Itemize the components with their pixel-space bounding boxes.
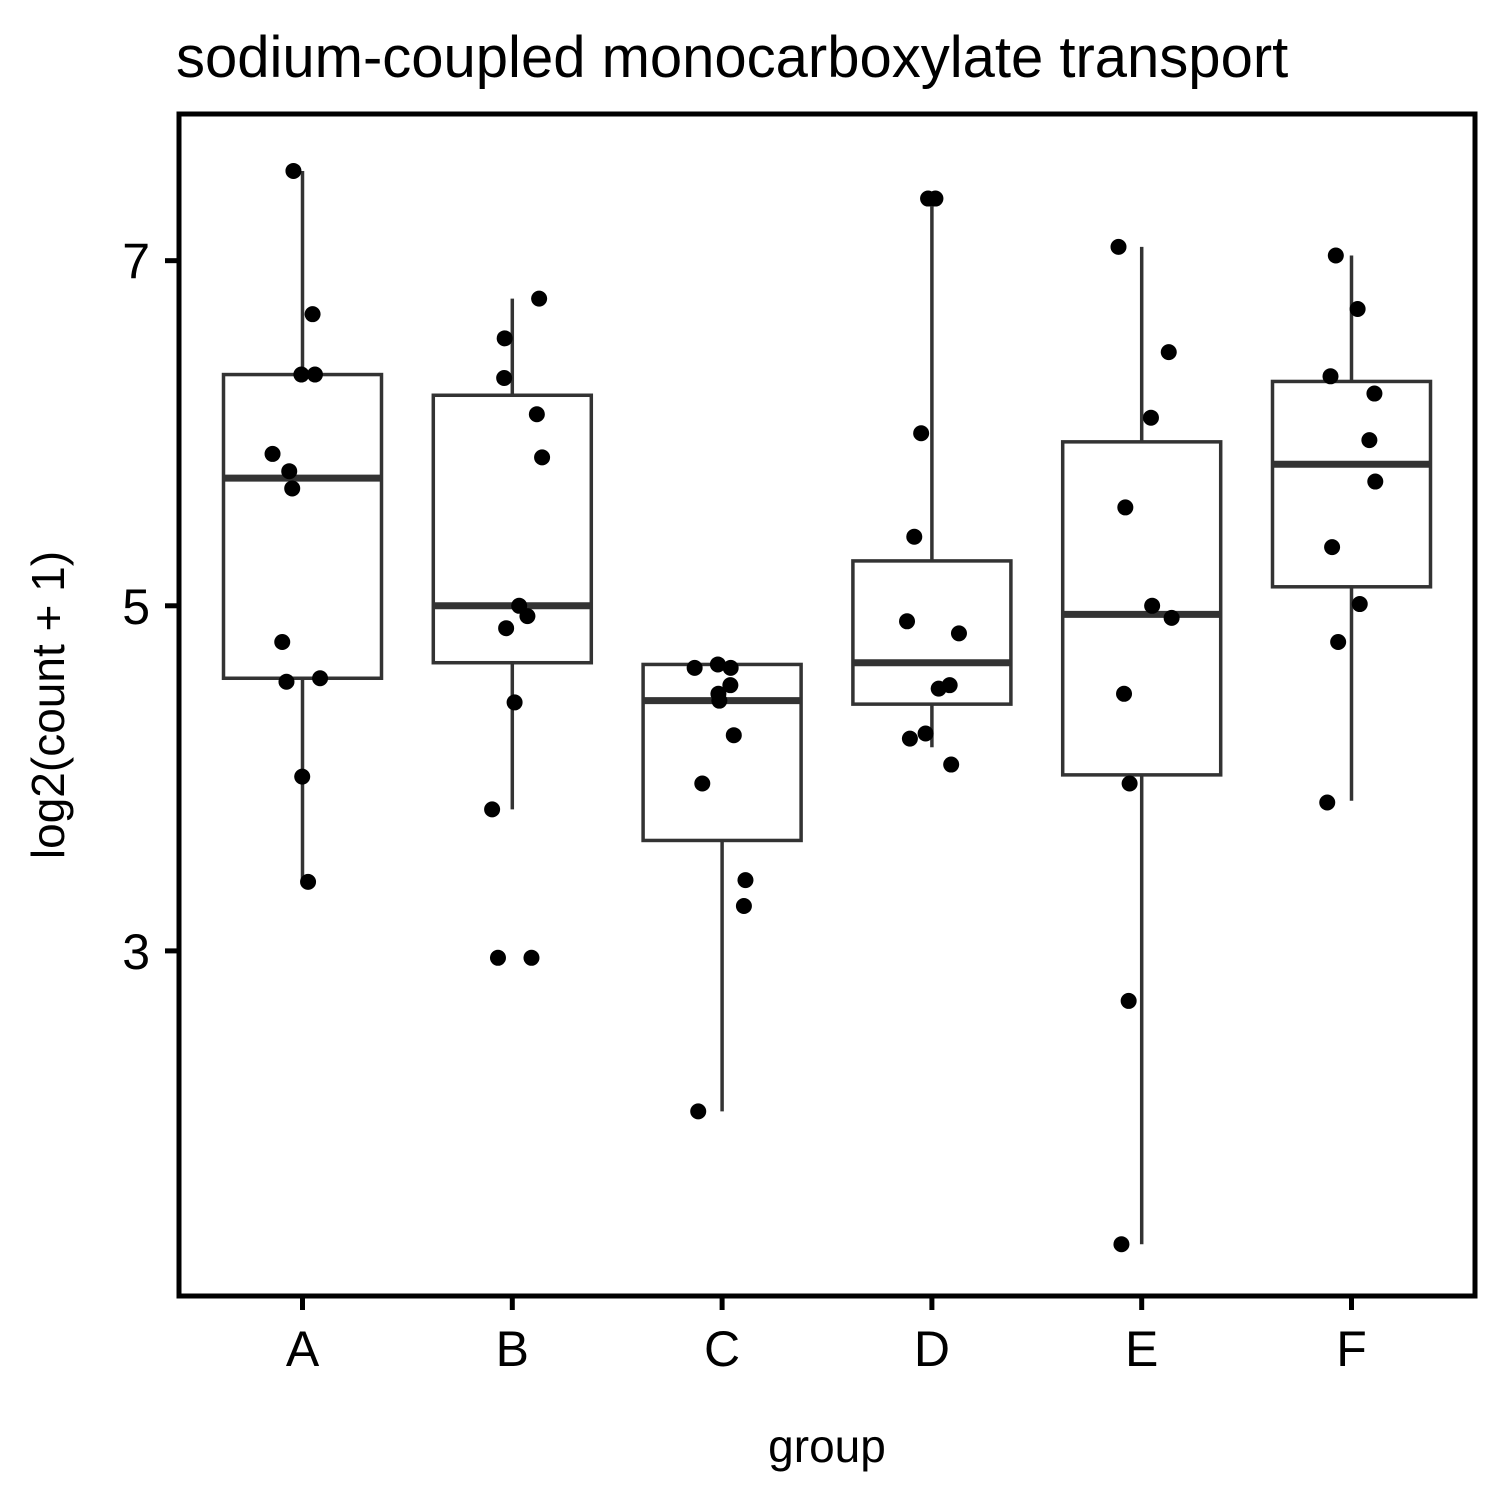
- data-point: [943, 756, 960, 773]
- data-point: [711, 692, 728, 709]
- box-group-f: [1270, 255, 1433, 801]
- data-point: [1319, 794, 1336, 811]
- data-point: [519, 608, 536, 625]
- data-point: [496, 330, 513, 347]
- data-point: [285, 162, 302, 179]
- x-tick-label: F: [1336, 1321, 1367, 1377]
- data-point: [1121, 775, 1138, 792]
- data-point: [293, 366, 310, 383]
- data-point: [722, 659, 739, 676]
- y-tick-label: 7: [122, 234, 150, 290]
- data-point: [1120, 992, 1137, 1009]
- data-point: [281, 463, 298, 480]
- y-tick-label: 3: [122, 924, 150, 980]
- data-point: [906, 528, 923, 545]
- data-point: [300, 873, 317, 890]
- data-point: [528, 406, 545, 423]
- y-axis-title: log2(count + 1): [22, 551, 74, 859]
- box-iqr: [1060, 440, 1223, 777]
- points-layer: [264, 162, 1384, 1253]
- data-point: [709, 656, 726, 673]
- data-point: [1113, 1236, 1130, 1253]
- x-tick-label: D: [914, 1321, 950, 1377]
- data-point: [1160, 344, 1177, 361]
- data-point: [506, 694, 523, 711]
- data-point: [312, 670, 329, 687]
- chart-title: sodium-coupled monocarboxylate transport: [176, 25, 1289, 90]
- data-point: [917, 725, 934, 742]
- y-axis: 3 5 7: [122, 234, 179, 980]
- data-point: [1163, 609, 1180, 626]
- data-point: [531, 290, 548, 307]
- boxes-layer: [221, 170, 1433, 1245]
- data-point: [690, 1103, 707, 1120]
- data-point: [920, 190, 937, 207]
- data-point: [686, 659, 703, 676]
- data-point: [498, 620, 515, 637]
- data-point: [284, 480, 301, 497]
- box-group-a: [221, 170, 384, 882]
- x-tick-label: E: [1125, 1321, 1158, 1377]
- data-point: [1110, 238, 1127, 255]
- data-point: [1144, 597, 1161, 614]
- data-point: [274, 634, 291, 651]
- data-point: [913, 425, 930, 442]
- box-iqr: [851, 559, 1013, 706]
- box-group-b: [431, 298, 594, 810]
- data-point: [1117, 499, 1134, 516]
- data-point: [1327, 247, 1344, 264]
- box-group-d: [851, 198, 1013, 748]
- data-point: [264, 445, 281, 462]
- data-point: [1366, 385, 1383, 402]
- x-tick-label: B: [496, 1321, 529, 1377]
- box-iqr: [431, 393, 594, 665]
- data-point: [1367, 473, 1384, 490]
- data-point: [737, 872, 754, 889]
- data-point: [484, 801, 501, 818]
- data-point: [294, 768, 311, 785]
- data-point: [1349, 300, 1366, 317]
- box-iqr: [1270, 379, 1433, 589]
- data-point: [735, 898, 752, 915]
- data-point: [901, 730, 918, 747]
- data-point: [1351, 596, 1368, 613]
- data-point: [1116, 685, 1133, 702]
- x-axis: A B C D E F: [286, 1296, 1367, 1377]
- data-point: [722, 677, 739, 694]
- data-point: [950, 625, 967, 642]
- data-point: [1330, 634, 1347, 651]
- x-tick-label: A: [286, 1321, 320, 1377]
- data-point: [1324, 539, 1341, 556]
- data-point: [534, 449, 551, 466]
- y-tick-label: 5: [122, 579, 150, 635]
- data-point: [278, 673, 295, 690]
- x-axis-title: group: [768, 1420, 886, 1472]
- x-tick-label: C: [704, 1321, 740, 1377]
- data-point: [899, 613, 916, 630]
- box-group-e: [1060, 246, 1223, 1245]
- data-point: [1142, 409, 1159, 426]
- data-point: [694, 775, 711, 792]
- box-group-c: [641, 662, 803, 1112]
- data-point: [1361, 432, 1378, 449]
- data-point: [523, 949, 540, 966]
- data-point: [1322, 368, 1339, 385]
- data-point: [496, 370, 513, 387]
- data-point: [930, 680, 947, 697]
- data-point: [489, 949, 506, 966]
- data-point: [306, 366, 323, 383]
- data-point: [725, 727, 742, 744]
- box-iqr: [221, 372, 384, 681]
- data-point: [304, 306, 321, 323]
- plot-panel-border: [176, 111, 1478, 1299]
